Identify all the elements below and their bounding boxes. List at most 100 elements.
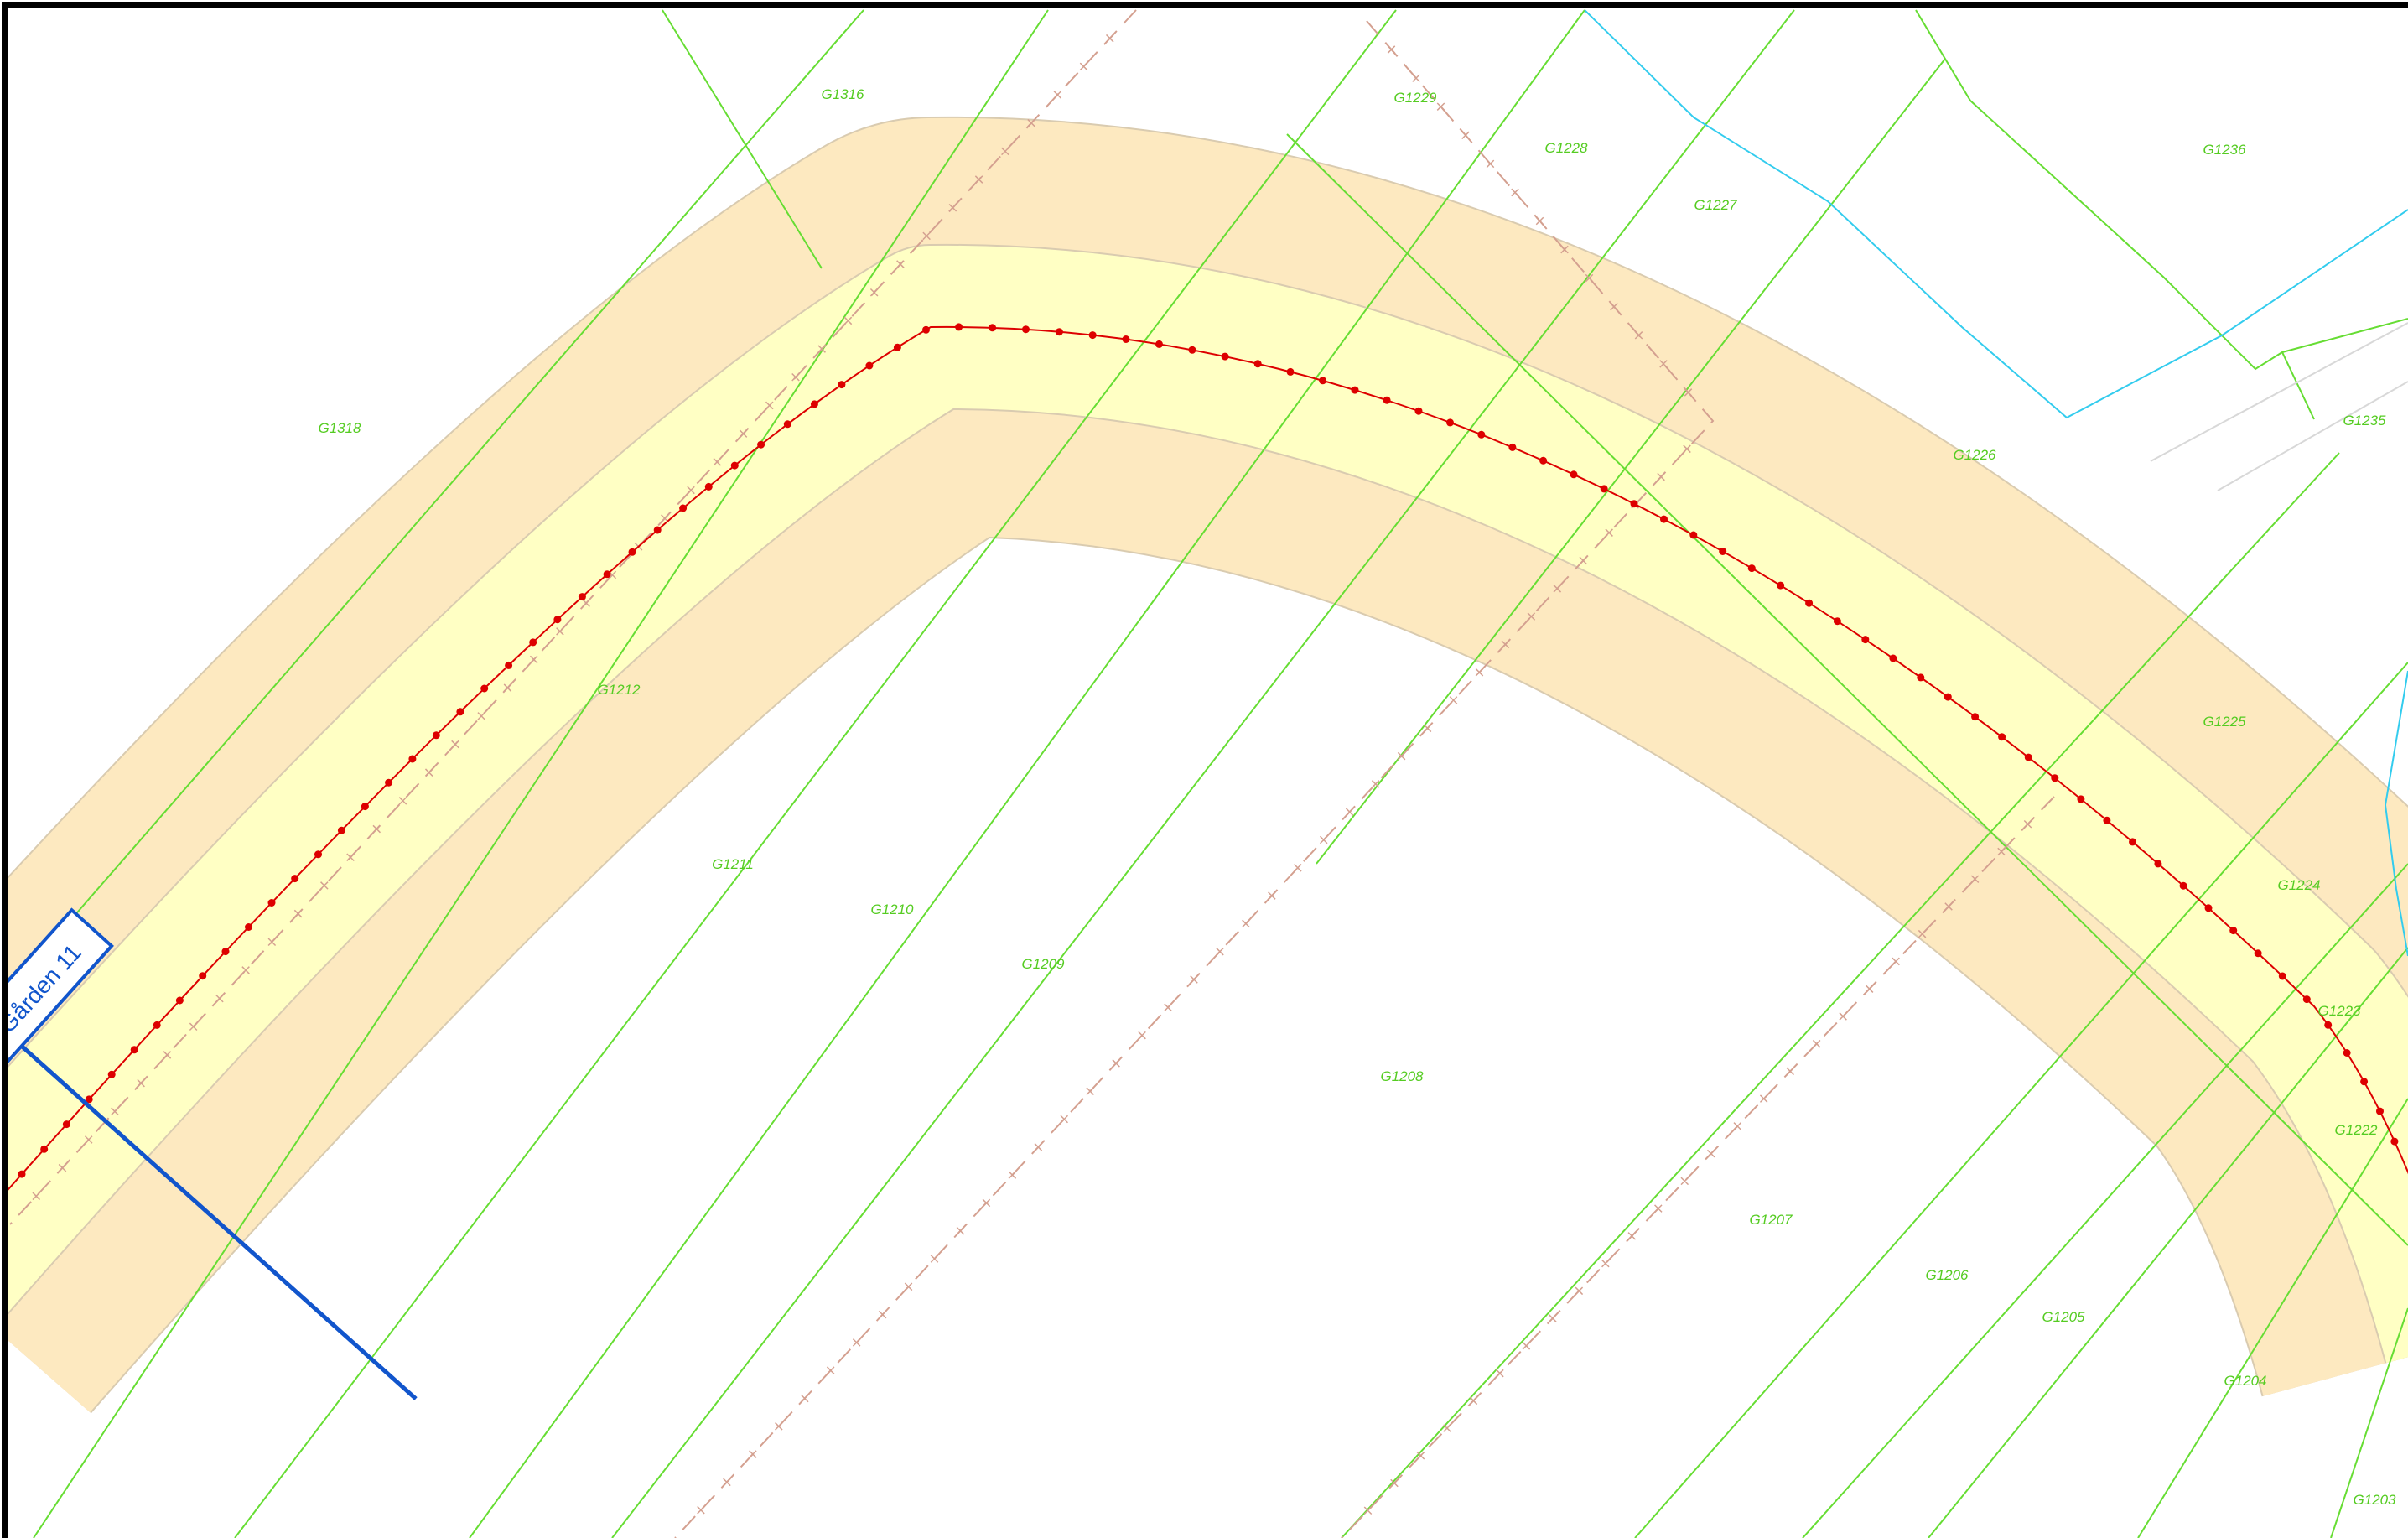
route-point[interactable] [1383, 396, 1391, 404]
route-point[interactable] [1917, 673, 1925, 682]
route-point[interactable] [1660, 515, 1668, 523]
route-point[interactable] [2129, 838, 2136, 846]
route-point[interactable] [1944, 693, 1952, 701]
dashed-line-tick [477, 712, 485, 720]
route-point[interactable] [838, 381, 846, 389]
route-point[interactable] [529, 638, 537, 647]
route-point[interactable] [893, 343, 901, 351]
route-point[interactable] [922, 325, 930, 334]
route-point[interactable] [2051, 774, 2059, 782]
route-point[interactable] [107, 1070, 116, 1078]
route-point[interactable] [2254, 949, 2262, 958]
route-point[interactable] [267, 899, 276, 907]
route-point[interactable] [1508, 443, 1517, 451]
route-point[interactable] [480, 684, 489, 693]
route-point[interactable] [1719, 548, 1727, 555]
route-point[interactable] [1221, 352, 1229, 361]
route-point[interactable] [653, 526, 662, 534]
route-point[interactable] [2154, 860, 2162, 868]
route-point[interactable] [1689, 531, 1698, 539]
route-point[interactable] [679, 504, 688, 512]
route-point[interactable] [1188, 346, 1196, 354]
route-point[interactable] [1889, 654, 1897, 662]
route-point[interactable] [361, 803, 369, 811]
route-point[interactable] [1286, 367, 1295, 376]
route-point[interactable] [1777, 581, 1785, 590]
route-point[interactable] [2343, 1049, 2351, 1057]
route-point[interactable] [810, 400, 818, 408]
route-point[interactable] [1446, 418, 1454, 427]
route-point[interactable] [1155, 340, 1163, 348]
route-point[interactable] [2390, 1137, 2399, 1146]
dashed-line-tick [163, 1051, 172, 1059]
route-point[interactable] [1088, 331, 1097, 340]
route-point[interactable] [704, 482, 713, 491]
route-point[interactable] [1319, 377, 1327, 385]
route-point[interactable] [1477, 430, 1486, 439]
dashed-line-tick [1034, 1143, 1043, 1151]
route-point[interactable] [1351, 386, 1359, 394]
route-point[interactable] [2324, 1021, 2333, 1029]
dashed-line-tick [775, 1422, 783, 1431]
route-point[interactable] [85, 1095, 93, 1104]
route-point[interactable] [408, 755, 417, 763]
route-point[interactable] [2103, 816, 2111, 824]
route-point[interactable] [1414, 407, 1423, 415]
route-point[interactable] [1539, 456, 1548, 465]
route-point[interactable] [175, 996, 184, 1005]
route-point[interactable] [1600, 485, 1608, 493]
route-point[interactable] [1055, 328, 1063, 336]
route-point[interactable] [456, 708, 464, 716]
route-point[interactable] [1971, 713, 1980, 721]
route-point[interactable] [2024, 753, 2032, 761]
route-points [18, 323, 2399, 1178]
route-point[interactable] [553, 616, 562, 624]
route-point[interactable] [199, 972, 207, 980]
route-point[interactable] [505, 661, 513, 669]
route-point[interactable] [2302, 995, 2311, 1004]
dashed-line-tick [1319, 835, 1328, 844]
route-point[interactable] [1833, 617, 1841, 626]
route-point[interactable] [757, 440, 765, 449]
route-point[interactable] [1805, 599, 1814, 607]
route-point[interactable] [153, 1021, 161, 1029]
route-point[interactable] [865, 361, 874, 370]
route-point[interactable] [18, 1170, 26, 1178]
route-point[interactable] [730, 461, 739, 470]
route-point[interactable] [628, 548, 636, 556]
route-point[interactable] [989, 324, 997, 332]
route-point[interactable] [245, 923, 252, 931]
route-point[interactable] [1022, 325, 1030, 334]
route-point[interactable] [1122, 335, 1130, 343]
route-point[interactable] [1861, 636, 1870, 644]
route-point[interactable] [578, 593, 586, 601]
route-point[interactable] [385, 778, 393, 787]
parcel-line [1802, 863, 2408, 1538]
route-point[interactable] [1630, 500, 1638, 508]
route-point[interactable] [2204, 904, 2213, 912]
route-point[interactable] [955, 323, 963, 331]
route-point[interactable] [2360, 1078, 2369, 1086]
route-point[interactable] [432, 731, 440, 740]
route-point[interactable] [291, 875, 299, 883]
route-point[interactable] [337, 826, 345, 834]
route-point[interactable] [1998, 733, 2006, 741]
route-point[interactable] [2077, 795, 2085, 803]
route-point[interactable] [783, 420, 791, 429]
route-point[interactable] [221, 948, 230, 956]
route-point[interactable] [1253, 360, 1262, 368]
route-point[interactable] [1570, 470, 1578, 479]
route-point[interactable] [603, 570, 611, 579]
route-point[interactable] [2179, 881, 2187, 890]
route-point[interactable] [62, 1120, 70, 1129]
route-point[interactable] [2229, 927, 2238, 935]
route-point[interactable] [2376, 1107, 2384, 1115]
route-point[interactable] [1747, 564, 1756, 573]
route-point[interactable] [2278, 972, 2286, 980]
route-point[interactable] [314, 850, 322, 859]
dashed-line-tick [749, 1450, 757, 1458]
route-point[interactable] [40, 1145, 49, 1153]
route-point[interactable] [130, 1046, 138, 1054]
